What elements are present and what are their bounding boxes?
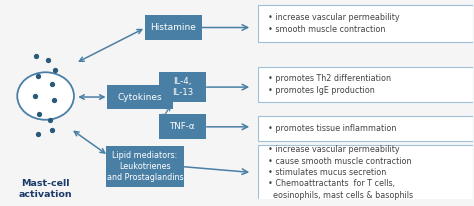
Text: • promotes Th2 differentiation
• promotes IgE production: • promotes Th2 differentiation • promote… [268,74,391,95]
Ellipse shape [17,72,74,120]
Text: Cytokines: Cytokines [118,92,163,102]
FancyBboxPatch shape [145,15,201,40]
FancyBboxPatch shape [106,146,184,187]
Text: Lipid mediators:
Leukotrienes
and Prostaglandins: Lipid mediators: Leukotrienes and Prosta… [107,151,183,182]
Text: TNF-α: TNF-α [170,122,195,131]
FancyBboxPatch shape [159,72,206,102]
FancyBboxPatch shape [159,114,206,139]
FancyBboxPatch shape [258,67,474,102]
FancyBboxPatch shape [107,85,173,109]
Text: Mast-cell
activation: Mast-cell activation [19,179,73,199]
FancyBboxPatch shape [258,5,474,42]
Text: IL-4,
IL-13: IL-4, IL-13 [172,77,193,97]
FancyBboxPatch shape [258,116,474,141]
Text: • increase vascular permeability
• cause smooth muscle contraction
• stimulates : • increase vascular permeability • cause… [268,145,413,200]
Text: • increase vascular permeability
• smooth muscle contraction: • increase vascular permeability • smoot… [268,13,399,34]
FancyBboxPatch shape [258,145,474,200]
Text: • promotes tissue inflammation: • promotes tissue inflammation [268,124,396,133]
Text: Histamine: Histamine [150,23,196,32]
